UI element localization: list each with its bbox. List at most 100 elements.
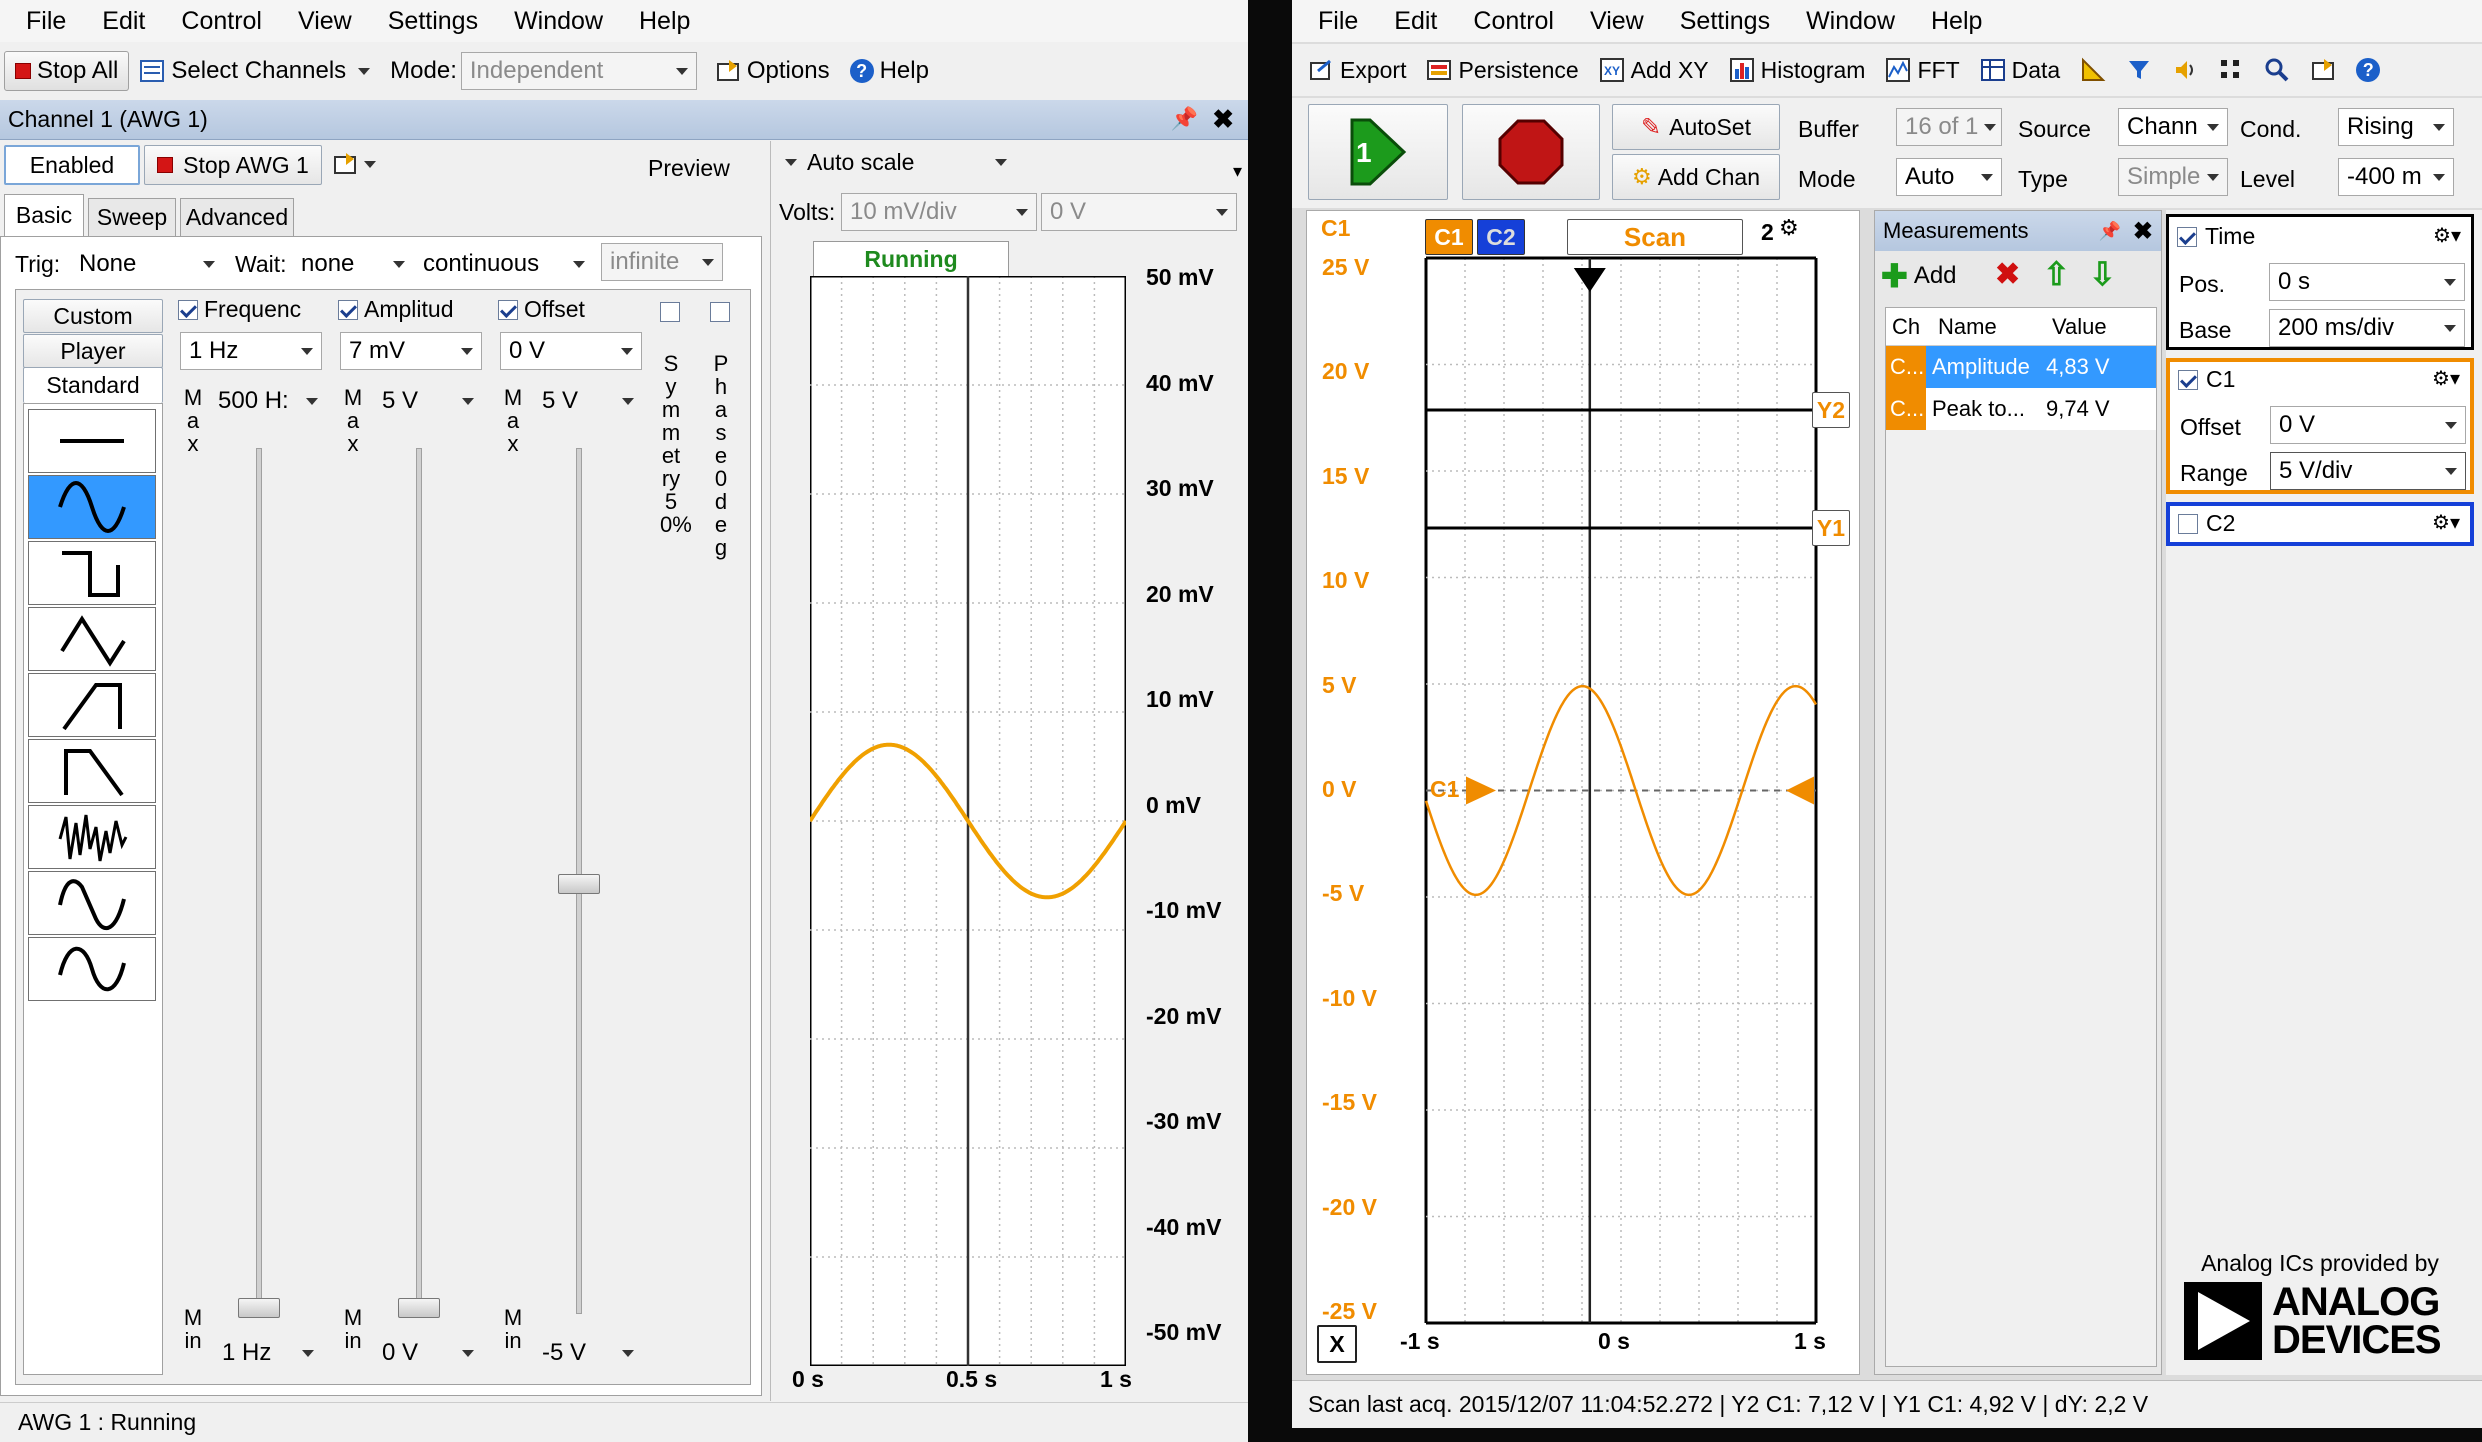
time-checkbox[interactable] (2177, 226, 2197, 247)
single-run-button[interactable]: 1 (1308, 104, 1448, 200)
export-button[interactable]: Export (1292, 50, 1416, 90)
c2-checkbox[interactable] (2178, 513, 2198, 534)
x-cursor-button[interactable]: X (1317, 1325, 1357, 1363)
scope-menu-view[interactable]: View (1589, 6, 1644, 35)
scope-menu-settings[interactable]: Settings (1679, 6, 1771, 35)
c1-checkbox[interactable] (2178, 369, 2198, 390)
move-up-icon[interactable]: ⇧ (2043, 256, 2070, 292)
scope-menu-help[interactable]: Help (1931, 6, 1983, 35)
select-channels-button[interactable]: Select Channels (129, 51, 380, 91)
add-channel-button[interactable]: ⚙ Add Chan (1612, 154, 1780, 200)
add-xy-button[interactable]: XY Add XY (1589, 50, 1719, 90)
frequency-input[interactable]: 1 Hz (180, 332, 322, 370)
sound-button[interactable] (2162, 50, 2208, 90)
data-button[interactable]: Data (1970, 50, 2071, 90)
offset-input[interactable]: 0 V (500, 332, 642, 370)
table-row[interactable]: C... Peak to... 9,74 V (1886, 388, 2156, 430)
type-select[interactable]: Simple (2118, 158, 2228, 196)
source-select[interactable]: Chann (2118, 108, 2228, 146)
pos-input[interactable]: 0 s (2269, 263, 2465, 301)
zoom-tool-icon[interactable]: ⚙ (1779, 215, 1799, 240)
histogram-button[interactable]: Histogram (1719, 50, 1876, 90)
menu-icon[interactable]: ▾ (1232, 161, 1242, 181)
stop-all-button[interactable]: Stop All (4, 51, 130, 91)
cond-select[interactable]: Rising (2338, 108, 2454, 146)
frequency-min-select[interactable]: 1 Hz (214, 1334, 322, 1372)
pin-icon[interactable]: 📌 (2098, 220, 2121, 241)
amplitude-max-select[interactable]: 5 V (374, 382, 482, 420)
frequency-slider-track[interactable] (256, 448, 262, 1314)
measure-tool-button[interactable] (2070, 50, 2116, 90)
stop-awg-button[interactable]: Stop AWG 1 (144, 145, 322, 185)
enabled-button[interactable]: Enabled (4, 145, 140, 185)
waveform-square[interactable] (28, 541, 156, 605)
scope-help-button[interactable]: ? (2346, 50, 2390, 90)
scope-settings-button[interactable] (2300, 50, 2346, 90)
wait-select[interactable]: none (293, 245, 413, 283)
delete-measurement-icon[interactable]: ✖ (1995, 258, 2021, 291)
help-button[interactable]: ? Help (840, 51, 939, 91)
settings-icon[interactable]: ⚙▾ (2432, 512, 2460, 534)
frequency-max-select[interactable]: 500 H: (214, 382, 322, 420)
stop-button[interactable] (1462, 104, 1600, 200)
side-tab-custom[interactable]: Custom (23, 299, 163, 333)
side-tab-standard[interactable]: Standard (23, 367, 163, 403)
waveform-trapezium[interactable] (28, 871, 156, 935)
offset-slider-thumb[interactable] (558, 874, 600, 894)
repeat-select[interactable]: infinite (601, 243, 723, 281)
scope-menu-edit[interactable]: Edit (1394, 6, 1438, 35)
waveform-triangle[interactable] (28, 607, 156, 671)
volts-div-select[interactable]: 10 mV/div (841, 193, 1037, 231)
close-icon[interactable]: ✖ (1212, 104, 1234, 134)
tab-basic-active[interactable]: Basic (4, 194, 84, 236)
volts-offset-select[interactable]: 0 V (1041, 193, 1237, 231)
move-down-icon[interactable]: ⇩ (2089, 256, 2116, 292)
menu-control[interactable]: Control (181, 6, 262, 35)
offset-min-select[interactable]: -5 V (534, 1334, 642, 1372)
amplitude-min-select[interactable]: 0 V (374, 1334, 482, 1372)
settings-icon[interactable]: ⚙▾ (2432, 368, 2460, 390)
buffer-select[interactable]: 16 of 1 (1896, 108, 2002, 146)
autoscale-select[interactable]: Auto scale (779, 149, 1007, 176)
autoset-button[interactable]: ✎ AutoSet (1612, 104, 1780, 150)
amplitude-slider-thumb[interactable] (398, 1298, 440, 1318)
offset-checkbox[interactable] (498, 299, 518, 320)
menu-edit[interactable]: Edit (102, 6, 146, 35)
run-mode-select[interactable]: continuous (415, 245, 593, 283)
side-tab-player[interactable]: Player (23, 334, 163, 368)
menu-file[interactable]: File (26, 6, 67, 35)
pin-icon[interactable]: 📌 (1170, 106, 1198, 131)
phase-checkbox[interactable] (710, 302, 730, 322)
zoom-button[interactable] (2254, 50, 2300, 90)
table-row[interactable]: C... Amplitude 4,83 V (1886, 346, 2156, 388)
level-input[interactable]: -400 m (2338, 158, 2454, 196)
c1-offset-input[interactable]: 0 V (2270, 406, 2466, 444)
cursor-button[interactable] (2208, 50, 2254, 90)
persistence-button[interactable]: Persistence (1416, 50, 1588, 90)
ch1-toggle-button[interactable]: C1 (1425, 219, 1473, 255)
symmetry-checkbox[interactable] (660, 302, 680, 322)
c1-range-select[interactable]: 5 V/div (2270, 452, 2466, 490)
menu-view[interactable]: View (297, 6, 352, 35)
waveform-sine[interactable] (28, 475, 156, 539)
scope-menu-control[interactable]: Control (1473, 6, 1554, 35)
base-select[interactable]: 200 ms/div (2269, 309, 2465, 347)
amplitude-input[interactable]: 7 mV (340, 332, 482, 370)
scope-menu-file[interactable]: File (1318, 6, 1359, 35)
trig-select[interactable]: None (71, 245, 223, 283)
waveform-noise[interactable] (28, 805, 156, 869)
scope-menu-window[interactable]: Window (1806, 6, 1895, 35)
waveform-falling-ramp[interactable] (28, 739, 156, 803)
waveform-sine-alt[interactable] (28, 937, 156, 1001)
cursor-y1-label[interactable]: Y1 (1812, 510, 1850, 546)
menu-help[interactable]: Help (639, 6, 691, 35)
channel-settings-button[interactable] (332, 151, 376, 177)
ch2-toggle-button[interactable]: C2 (1477, 219, 1525, 255)
frequency-slider-thumb[interactable] (238, 1298, 280, 1318)
frequency-checkbox[interactable] (178, 299, 198, 320)
options-button[interactable]: Options (705, 51, 840, 91)
tab-sweep[interactable]: Sweep (88, 198, 176, 236)
fft-button[interactable]: FFT (1875, 50, 1969, 90)
offset-max-select[interactable]: 5 V (534, 382, 642, 420)
marker-tool-button[interactable] (2116, 50, 2162, 90)
